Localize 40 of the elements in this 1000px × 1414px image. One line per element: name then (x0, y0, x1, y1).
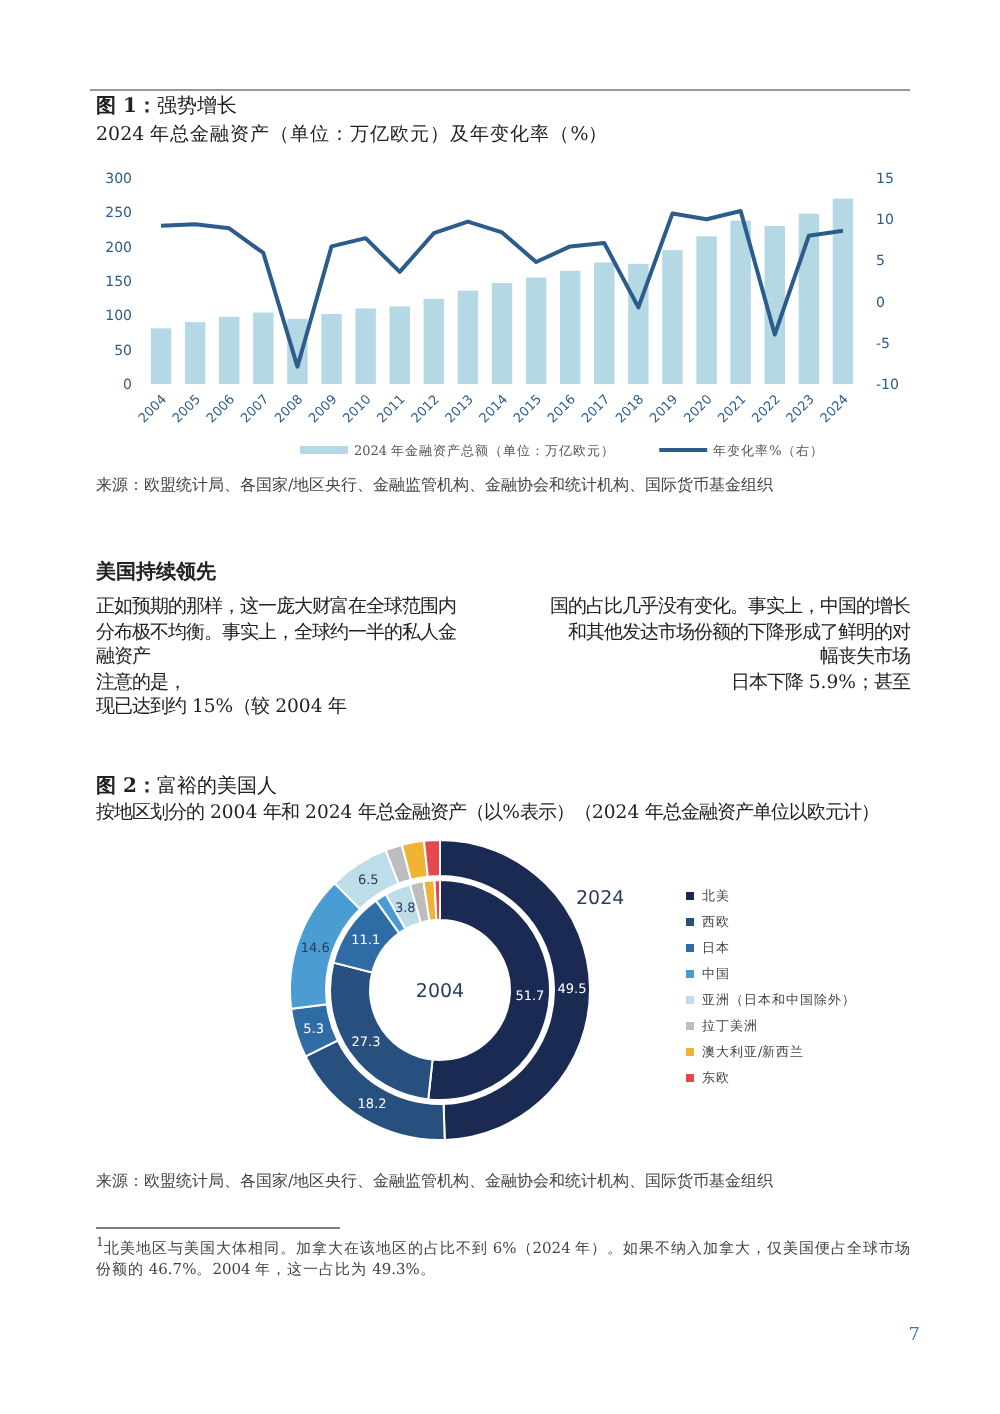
text: 现已达到约 15%（较 2004 年 (96, 694, 349, 721)
chart-title: 图 1：强势增长 (96, 94, 239, 122)
bar (219, 316, 240, 384)
text: 和其他发达市场份额的下降形成了鲜明的对 (566, 619, 910, 646)
bar (730, 220, 751, 384)
bar (696, 236, 717, 384)
text: 7 (906, 1324, 920, 1350)
text: 美国持续领先 (96, 562, 216, 584)
bar (423, 298, 445, 384)
source-note: 来源：欧盟统计局、各国家/地区央行、金融监管机构、金融协会和统计机构、国际货币基金组织 (96, 474, 776, 498)
text: 国的占比几乎没有变化。事实上，中国的增长 (548, 594, 910, 621)
bar (184, 322, 206, 384)
chart-subtitle: 2024 年总金融资产（单位：万亿欧元）及年变化率（%） (96, 122, 611, 150)
bar (389, 306, 410, 384)
slice-label: 2024 (576, 888, 625, 910)
bar (491, 283, 513, 384)
line-series (159, 208, 845, 369)
text: 融资产 (96, 644, 153, 671)
bar (594, 262, 615, 384)
bar (559, 270, 581, 384)
text: 正如预期的那样，这一庞大财富在全球范围内 (96, 594, 458, 621)
bar (832, 198, 854, 384)
text: 幅丧失市场 (818, 644, 910, 671)
bar (628, 263, 649, 384)
bar (150, 328, 172, 384)
bar (525, 277, 547, 384)
bar (457, 290, 479, 384)
chart-subtitle: 按地区划分的 2004 年和 2024 年总金融资产（以%表示）（2024 年总金融资产单位以欧元计） (96, 800, 882, 827)
bar (764, 226, 785, 384)
chart-title: 图 2：富裕的美国人 (96, 774, 279, 802)
bar (253, 312, 274, 384)
text: 日本下降 5.9%；甚至 (728, 669, 910, 696)
text: 注意的是， (96, 669, 188, 696)
bar (321, 313, 342, 384)
bar (355, 308, 376, 384)
text: 分布极不均衡。事实上，全球约一半的私人金 (96, 619, 458, 646)
source-note: 来源：欧盟统计局、各国家/地区央行、金融监管机构、金融协会和统计机构、国际货币基金组织 (96, 1170, 776, 1194)
bar (798, 213, 820, 384)
bar (662, 250, 683, 384)
slice-label: 2004 (415, 981, 465, 1003)
